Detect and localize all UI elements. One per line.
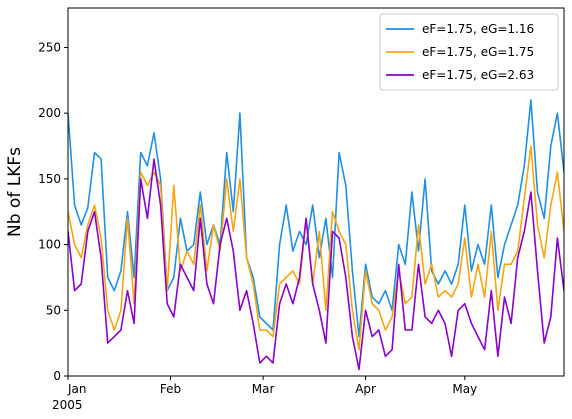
plot-frame xyxy=(67,7,565,377)
x-tick-label: Feb xyxy=(160,382,181,396)
legend-label: eF=1.75, eG=2.63 xyxy=(422,68,534,82)
x-tick-label: May xyxy=(452,382,477,396)
x-tick-label: Jan xyxy=(67,382,87,396)
y-tick-label: 150 xyxy=(38,172,61,186)
x-tick-label: Mar xyxy=(252,382,275,396)
y-tick-label: 100 xyxy=(38,238,61,252)
x-tick-label: Apr xyxy=(355,382,376,396)
y-tick-label: 0 xyxy=(53,369,61,383)
legend-label: eF=1.75, eG=1.75 xyxy=(422,45,534,59)
legend-label: eF=1.75, eG=1.16 xyxy=(422,22,534,36)
y-tick-label: 200 xyxy=(38,106,61,120)
series-line xyxy=(68,99,564,338)
y-tick-label: 50 xyxy=(46,303,61,317)
y-tick-label: 250 xyxy=(38,40,61,54)
x-year-label: 2005 xyxy=(52,398,83,412)
series-line xyxy=(68,145,564,351)
series-line xyxy=(68,158,564,371)
legend-box xyxy=(379,13,559,91)
y-axis-label: Nb of LKFs xyxy=(5,147,25,237)
